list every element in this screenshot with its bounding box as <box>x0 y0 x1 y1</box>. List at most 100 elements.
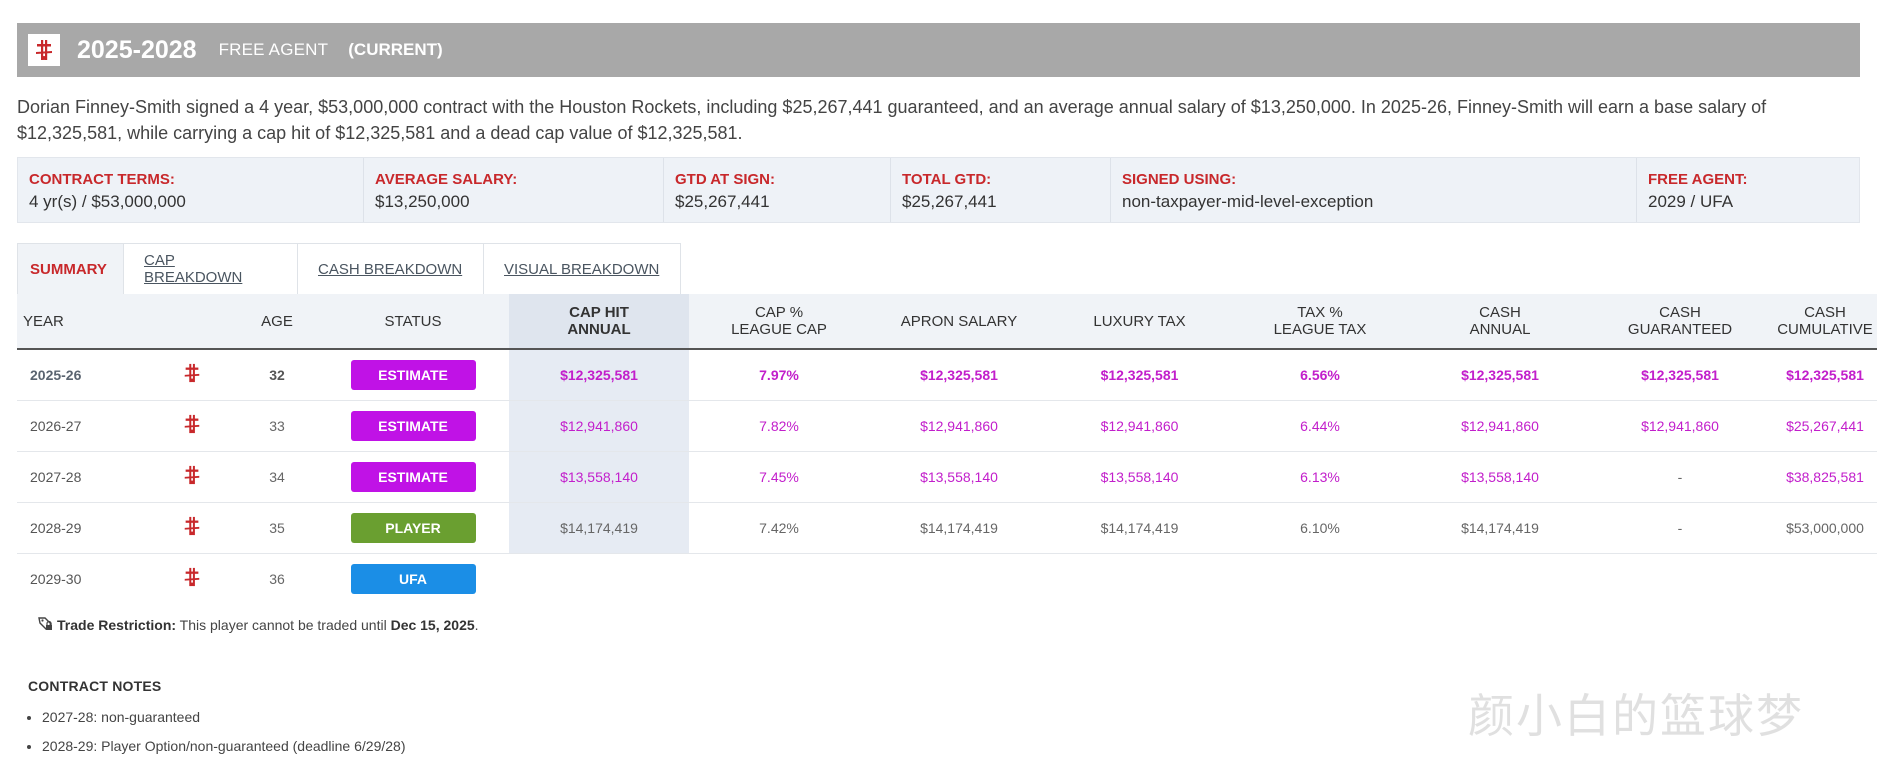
term-label: AVERAGE SALARY: <box>375 171 518 188</box>
header-luxury-tax[interactable]: LUXURY TAX <box>1049 294 1230 350</box>
header-line: LEAGUE CAP <box>731 321 827 338</box>
header-line: CAP % <box>754 304 804 321</box>
header-cash-annual[interactable]: CASH ANNUAL <box>1410 294 1590 350</box>
header-year[interactable]: YEAR <box>17 294 147 350</box>
table-row: 2029-30 36 UFA <box>17 553 1877 604</box>
contract-table: YEAR AGE STATUS CAP HIT ANNUAL CAP % LEA… <box>17 294 1877 604</box>
row-age: 32 <box>237 349 317 401</box>
header-cash-guaranteed[interactable]: CASH GUARANTEED <box>1590 294 1770 350</box>
rockets-logo-icon[interactable] <box>147 502 237 554</box>
row-apron: $12,325,581 <box>869 349 1049 401</box>
header-age[interactable]: AGE <box>237 294 317 350</box>
status-badge: ESTIMATE <box>350 359 476 390</box>
rockets-logo-icon[interactable] <box>147 553 237 604</box>
status-badge: ESTIMATE <box>350 461 476 492</box>
list-item: 2027-28: non-guaranteed <box>42 708 405 726</box>
row-tax-pct: 6.56% <box>1230 349 1410 401</box>
row-year: 2029-30 <box>30 570 82 587</box>
contract-summary: Dorian Finney-Smith signed a 4 year, $53… <box>17 97 1767 143</box>
tab-cash-breakdown[interactable]: CASH BREAKDOWN <box>298 244 484 294</box>
term-total-gtd: TOTAL GTD: $25,267,441 <box>891 158 1111 222</box>
rockets-logo-icon[interactable] <box>147 400 237 452</box>
header-line: CASH <box>1479 304 1521 321</box>
row-age: 33 <box>237 400 317 452</box>
row-luxury-tax: $12,941,860 <box>1049 400 1230 452</box>
row-cash-gtd: - <box>1590 502 1770 554</box>
tab-visual-breakdown[interactable]: VISUAL BREAKDOWN <box>484 244 680 294</box>
term-signed-using: SIGNED USING: non-taxpayer-mid-level-exc… <box>1111 158 1637 222</box>
row-cash-cum: $53,000,000 <box>1770 502 1877 554</box>
row-cap-pct: 7.42% <box>689 502 869 554</box>
header-apron-salary[interactable]: APRON SALARY <box>869 294 1049 350</box>
row-cap-hit: $12,325,581 <box>509 349 689 401</box>
row-cash-gtd <box>1590 553 1770 604</box>
current-tag: (CURRENT) <box>348 40 443 59</box>
row-luxury-tax: $12,325,581 <box>1049 349 1230 401</box>
term-average-salary: AVERAGE SALARY: $13,250,000 <box>364 158 664 222</box>
term-value: $25,267,441 <box>902 192 997 211</box>
rockets-logo-icon[interactable] <box>147 349 237 401</box>
status-badge: ESTIMATE <box>350 410 476 441</box>
row-cap-pct: 7.97% <box>689 349 869 401</box>
trade-restriction-end: . <box>474 616 479 633</box>
trade-restriction-date: Dec 15, 2025 <box>390 616 475 633</box>
row-age: 36 <box>269 570 285 587</box>
row-status: ESTIMATE <box>317 451 509 503</box>
term-gtd-at-sign: GTD AT SIGN: $25,267,441 <box>664 158 891 222</box>
trade-restriction: Trade Restriction: This player cannot be… <box>37 615 479 634</box>
header-cash-cumulative[interactable]: CASH CUMULATIVE <box>1770 294 1877 350</box>
row-cap-hit <box>509 553 689 604</box>
row-age: 35 <box>237 502 317 554</box>
row-cash: $12,941,860 <box>1410 400 1590 452</box>
free-agent-label: FREE AGENT <box>218 40 329 59</box>
row-tax-pct: 6.10% <box>1230 502 1410 554</box>
watermark: 颜小白的篮球梦 <box>1468 689 1804 743</box>
row-cash-cum: $38,825,581 <box>1770 451 1877 503</box>
contract-terms: CONTRACT TERMS: 4 yr(s) / $53,000,000 AV… <box>17 157 1860 223</box>
table-row: 2027-28 34 ESTIMATE $13,558,140 7.45% $1… <box>17 451 1877 503</box>
term-value: 2029 / UFA <box>1648 192 1734 211</box>
row-cash-gtd: $12,325,581 <box>1590 349 1770 401</box>
status-badge: PLAYER <box>350 512 476 543</box>
row-cash-cum <box>1770 553 1877 604</box>
term-free-agent: FREE AGENT: 2029 / UFA <box>1637 158 1859 222</box>
header-line: CAP HIT <box>569 304 629 321</box>
row-status: UFA <box>317 553 509 604</box>
row-tax-pct <box>1230 553 1410 604</box>
header-line: CASH <box>1804 304 1846 321</box>
status-badge: UFA <box>350 563 476 594</box>
row-tax-pct: 6.13% <box>1230 451 1410 503</box>
tab-summary[interactable]: SUMMARY <box>18 244 124 294</box>
term-value: 4 yr(s) / $53,000,000 <box>29 192 186 211</box>
trade-restriction-text: This player cannot be traded until <box>176 616 391 633</box>
header-line: TAX % <box>1297 304 1343 321</box>
row-luxury-tax <box>1049 553 1230 604</box>
row-year: 2026-27 <box>17 400 147 452</box>
row-luxury-tax: $14,174,419 <box>1049 502 1230 554</box>
table-row: 2026-27 33 ESTIMATE $12,941,860 7.82% $1… <box>17 400 1877 452</box>
row-cap-hit: $14,174,419 <box>509 502 689 554</box>
row-cash-cum: $25,267,441 <box>1770 400 1877 452</box>
header-status[interactable]: STATUS <box>317 294 509 350</box>
header-line: GUARANTEED <box>1627 321 1733 338</box>
header-line: ANNUAL <box>567 321 631 338</box>
term-contract-terms: CONTRACT TERMS: 4 yr(s) / $53,000,000 <box>18 158 364 222</box>
row-cash: $12,325,581 <box>1410 349 1590 401</box>
header-tax-pct[interactable]: TAX % LEAGUE TAX <box>1230 294 1410 350</box>
header-line: LEAGUE TAX <box>1273 321 1367 338</box>
row-cash: $13,558,140 <box>1410 451 1590 503</box>
tab-cap-breakdown[interactable]: CAP BREAKDOWN <box>124 244 298 294</box>
row-status: PLAYER <box>317 502 509 554</box>
table-header-row: YEAR AGE STATUS CAP HIT ANNUAL CAP % LEA… <box>17 294 1877 350</box>
row-year: 2025-26 <box>17 349 147 401</box>
trade-restriction-label: Trade Restriction: <box>57 616 177 633</box>
table-row: 2028-29 35 PLAYER $14,174,419 7.42% $14,… <box>17 502 1877 554</box>
header-cap-hit[interactable]: CAP HIT ANNUAL <box>509 294 689 350</box>
term-value: $13,250,000 <box>375 192 470 211</box>
term-label: FREE AGENT: <box>1648 171 1748 188</box>
row-status: ESTIMATE <box>317 400 509 452</box>
contract-header: 2025-2028 FREE AGENT (CURRENT) <box>17 23 1860 77</box>
header-cap-pct[interactable]: CAP % LEAGUE CAP <box>689 294 869 350</box>
rockets-logo-icon[interactable] <box>147 451 237 503</box>
row-tax-pct: 6.44% <box>1230 400 1410 452</box>
